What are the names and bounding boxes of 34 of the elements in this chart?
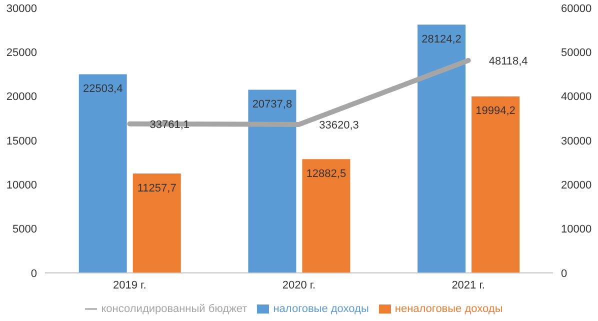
legend-label: консолидированный бюджет	[101, 302, 248, 315]
y2-tick-label: 0	[561, 268, 568, 280]
data-label: 48118,4	[488, 55, 528, 68]
data-label: 22503,4	[82, 83, 123, 96]
data-label: 12882,5	[306, 168, 346, 180]
x-tick-label: 2020 г.	[282, 280, 316, 292]
x-tick-label: 2019 г.	[113, 280, 146, 292]
bar	[248, 90, 296, 273]
bar	[78, 74, 127, 273]
y2-tick-label: 10000	[561, 224, 592, 236]
y-tick-label: 10000	[6, 180, 37, 192]
y-tick-label: 0	[30, 268, 37, 280]
y2-tick-label: 30000	[561, 135, 592, 148]
data-label: 28124,2	[422, 33, 462, 46]
legend-label: налоговые доходы	[273, 302, 369, 315]
data-label: 20737,8	[252, 98, 292, 111]
legend-label: неналоговые доходы	[394, 302, 503, 315]
data-label: 11257,7	[137, 182, 176, 194]
bar	[418, 24, 466, 273]
data-label: 19994,2	[476, 105, 516, 118]
x-tick-label: 2021 г.	[452, 280, 485, 292]
data-label: 33620,3	[319, 119, 359, 132]
y-tick-label: 25000	[6, 47, 37, 60]
y2-tick-label: 20000	[561, 180, 592, 192]
bar	[302, 159, 350, 273]
y2-tick-label: 40000	[561, 91, 592, 104]
bar	[472, 96, 520, 273]
y-tick-label: 15000	[6, 135, 37, 148]
y2-tick-label: 50000	[561, 47, 592, 60]
y-tick-label: 20000	[6, 91, 37, 104]
bar	[132, 174, 181, 273]
y2-tick-label: 60000	[561, 2, 592, 15]
y-tick-label: 30000	[6, 2, 37, 15]
y-tick-label: 5000	[12, 224, 37, 236]
